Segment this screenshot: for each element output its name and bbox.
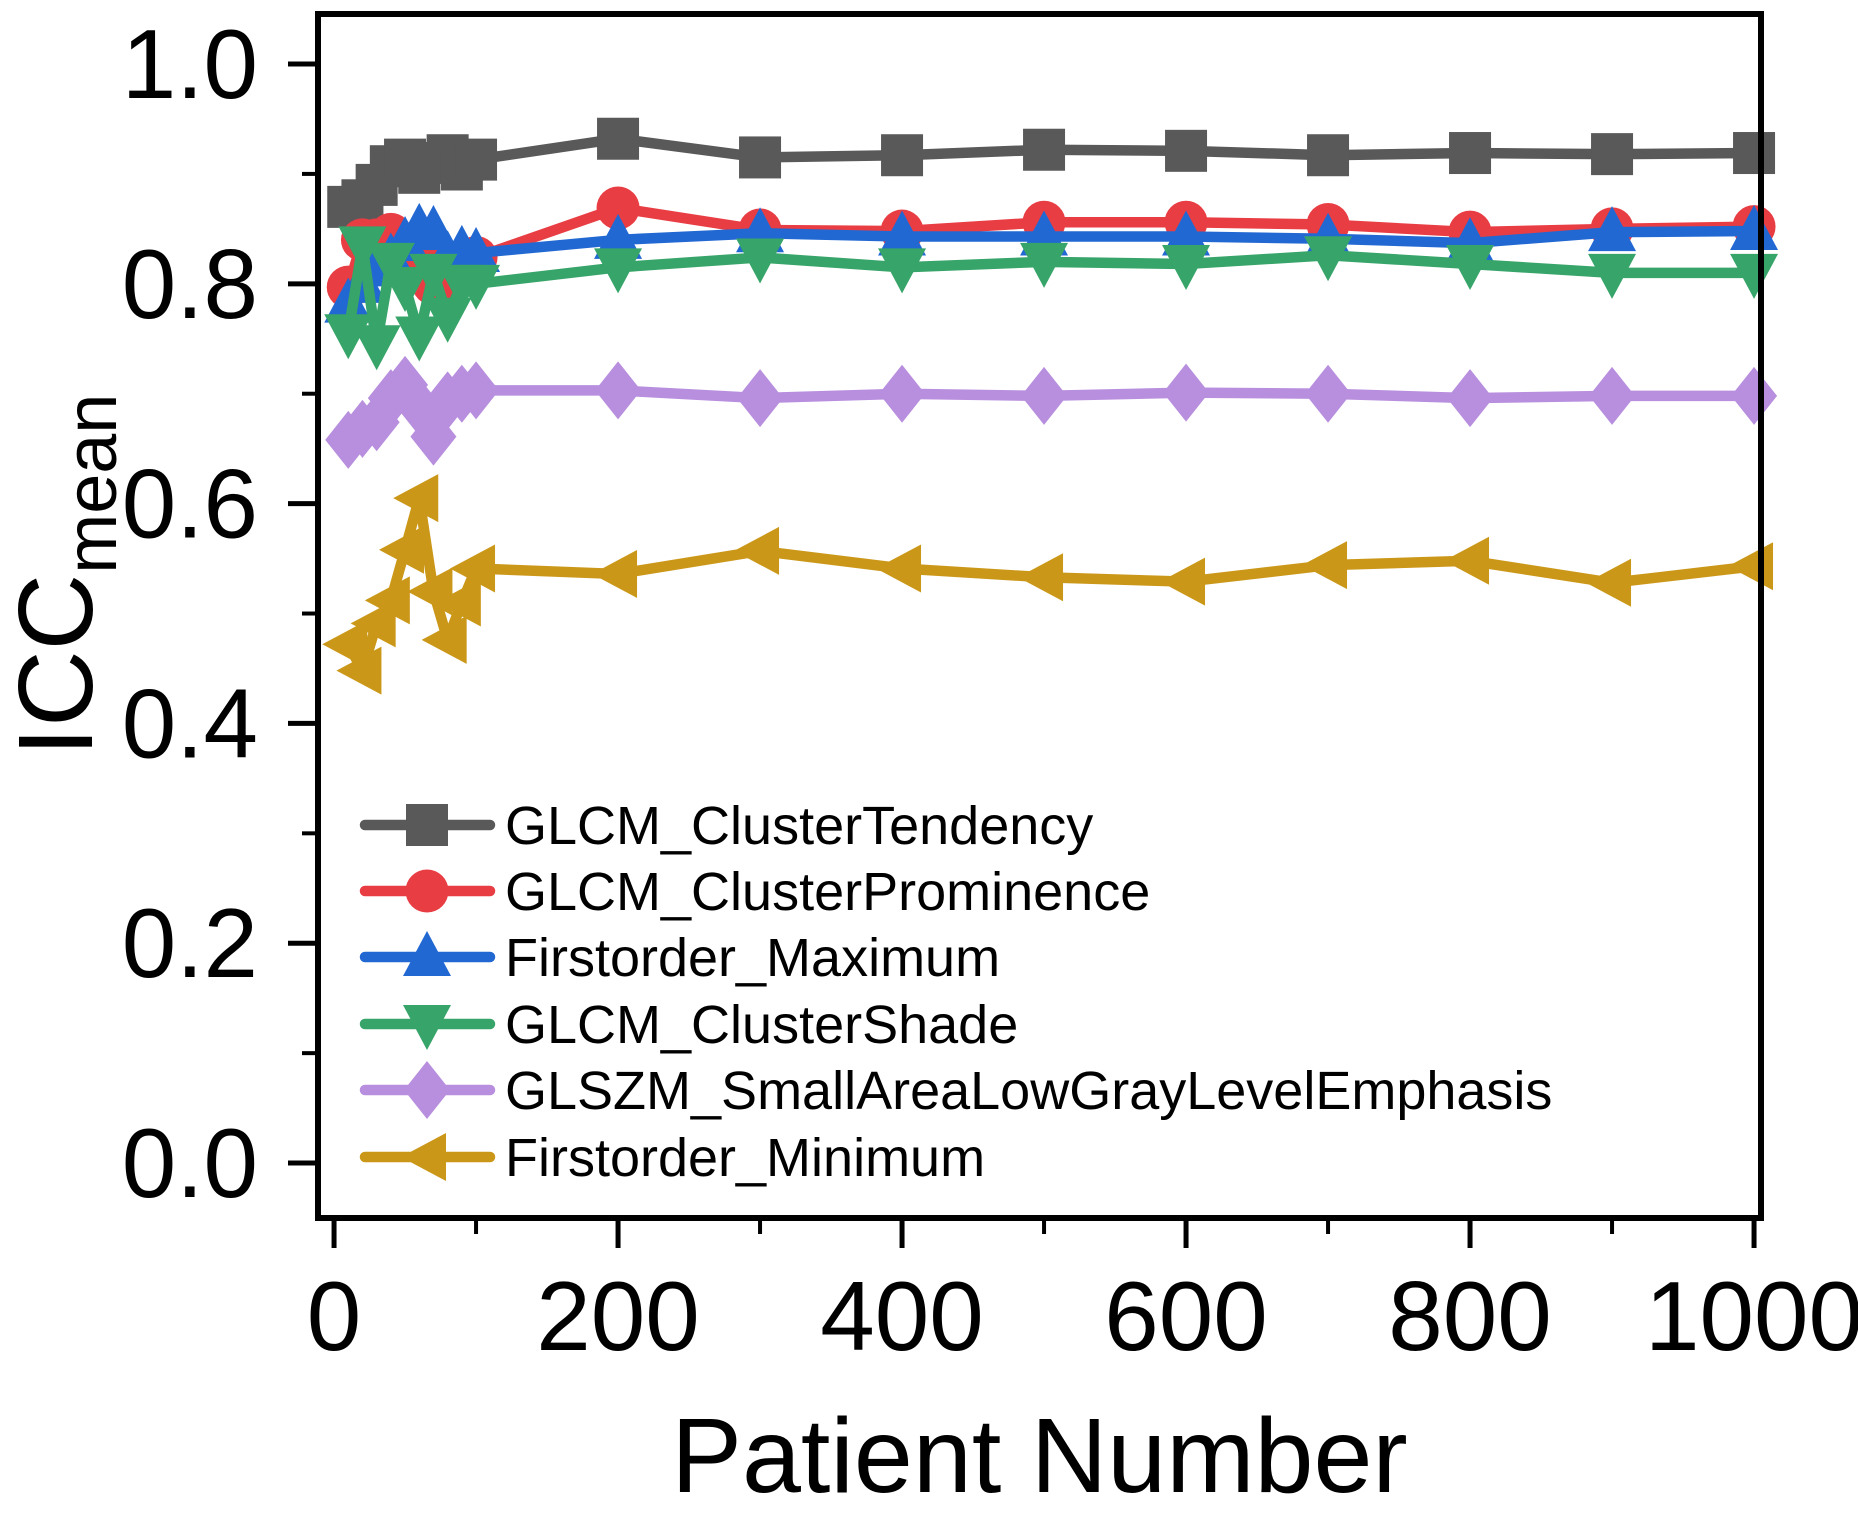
series-marker-square <box>1165 129 1208 172</box>
series-marker-triangle-left <box>364 576 410 625</box>
series-marker-triangle-up <box>878 210 927 256</box>
series-marker-triangle-up <box>1588 206 1637 252</box>
series-marker-square <box>881 134 924 177</box>
legend-label: GLSZM_SmallAreaLowGrayLevelEmphasis <box>505 1061 1552 1121</box>
series-marker-triangle-left <box>322 620 368 669</box>
series-marker-triangle-down <box>338 226 387 272</box>
series-marker-triangle-up <box>452 227 501 273</box>
series-marker-diamond <box>453 361 500 420</box>
legend-marker-triangle-down <box>403 1005 451 1050</box>
series-marker-triangle-left <box>1018 553 1064 602</box>
legend-label: GLCM_ClusterProminence <box>505 862 1150 922</box>
series-marker-triangle-down <box>366 242 415 288</box>
series-marker-triangle-left <box>1160 557 1206 606</box>
x-tick-label: 200 <box>536 1261 700 1371</box>
series-marker-triangle-down <box>1304 236 1353 282</box>
series-marker-diamond <box>1447 369 1494 428</box>
y-tick-label: 0.0 <box>122 1108 258 1218</box>
x-tick-label: 600 <box>1104 1261 1268 1371</box>
x-tick-label: 1000 <box>1645 1261 1858 1371</box>
series-marker-triangle-down <box>452 264 501 310</box>
series-marker-triangle-left <box>1302 541 1348 590</box>
series-marker-triangle-left <box>435 578 481 627</box>
series-marker-triangle-left <box>876 544 922 593</box>
y-tick-label: 1.0 <box>122 9 258 119</box>
series-marker-square <box>455 138 498 181</box>
series-marker-triangle-left <box>1444 536 1490 585</box>
series-marker-triangle-up <box>1730 205 1779 251</box>
series-marker-triangle-up <box>594 213 643 259</box>
series-marker-triangle-down <box>1588 253 1637 299</box>
series-marker-diamond <box>1589 366 1636 425</box>
series-marker-triangle-left <box>393 474 439 523</box>
y-tick-label: 0.8 <box>122 229 258 339</box>
legend-marker-square <box>406 804 448 846</box>
series-marker-triangle-left <box>421 615 467 664</box>
y-tick-label: 0.4 <box>122 668 258 778</box>
series-marker-diamond <box>737 369 784 428</box>
legend-label: Firstorder_Minimum <box>505 1128 985 1188</box>
series-marker-triangle-down <box>594 248 643 294</box>
series-marker-triangle-down <box>1730 253 1779 299</box>
x-tick-label: 0 <box>307 1261 362 1371</box>
series-marker-square <box>1733 132 1776 175</box>
series-marker-triangle-down <box>381 267 430 313</box>
series-marker-square <box>1591 133 1634 176</box>
series-marker-triangle-down <box>1446 245 1495 291</box>
series-marker-triangle-left <box>350 599 396 648</box>
y-axis-title: ICCmean <box>0 394 132 757</box>
series-marker-diamond <box>879 364 926 423</box>
series-marker-triangle-left <box>379 525 425 574</box>
series-marker-square <box>1307 134 1350 177</box>
series-marker-triangle-up <box>1162 210 1211 256</box>
legend-label: Firstorder_Maximum <box>505 928 1000 988</box>
series-marker-square <box>1449 132 1492 175</box>
series-marker-diamond <box>1305 364 1352 423</box>
series-marker-triangle-down <box>352 325 401 371</box>
series-marker-triangle-down <box>1162 245 1211 291</box>
legend-marker-diamond <box>404 1061 450 1119</box>
series-marker-diamond <box>1163 363 1210 422</box>
x-tick-label: 800 <box>1388 1261 1552 1371</box>
series-marker-triangle-left <box>592 549 638 598</box>
y-tick-label: 0.6 <box>122 449 258 559</box>
series-marker-triangle-left <box>336 646 382 695</box>
series-marker-triangle-left <box>450 544 496 593</box>
legend-label: GLCM_ClusterShade <box>505 995 1018 1055</box>
series-marker-diamond <box>595 361 642 420</box>
series-marker-diamond <box>1731 366 1778 425</box>
series-marker-triangle-left <box>1586 558 1632 607</box>
x-axis-title: Patient Number <box>671 1397 1407 1509</box>
legend-marker-triangle-up <box>403 931 451 976</box>
series-marker-triangle-down <box>395 316 444 362</box>
legend-label: GLCM_ClusterTendency <box>505 796 1093 856</box>
x-tick-label: 400 <box>820 1261 984 1371</box>
series-marker-diamond <box>1021 366 1068 425</box>
legend-marker-circle <box>405 869 449 913</box>
legend-marker-triangle-left <box>401 1133 446 1181</box>
y-tick-label: 0.2 <box>122 888 258 998</box>
series-marker-circle <box>596 186 640 230</box>
series-marker-triangle-down <box>1020 242 1069 288</box>
series-marker-triangle-down <box>878 248 927 294</box>
series-marker-square <box>1023 128 1066 171</box>
series-marker-triangle-left <box>734 526 780 575</box>
axis-frame <box>315 11 1764 1221</box>
series-marker-triangle-down <box>423 297 472 343</box>
series-marker-triangle-down <box>736 238 785 284</box>
series-marker-square <box>597 117 640 160</box>
series-marker-square <box>739 136 782 179</box>
